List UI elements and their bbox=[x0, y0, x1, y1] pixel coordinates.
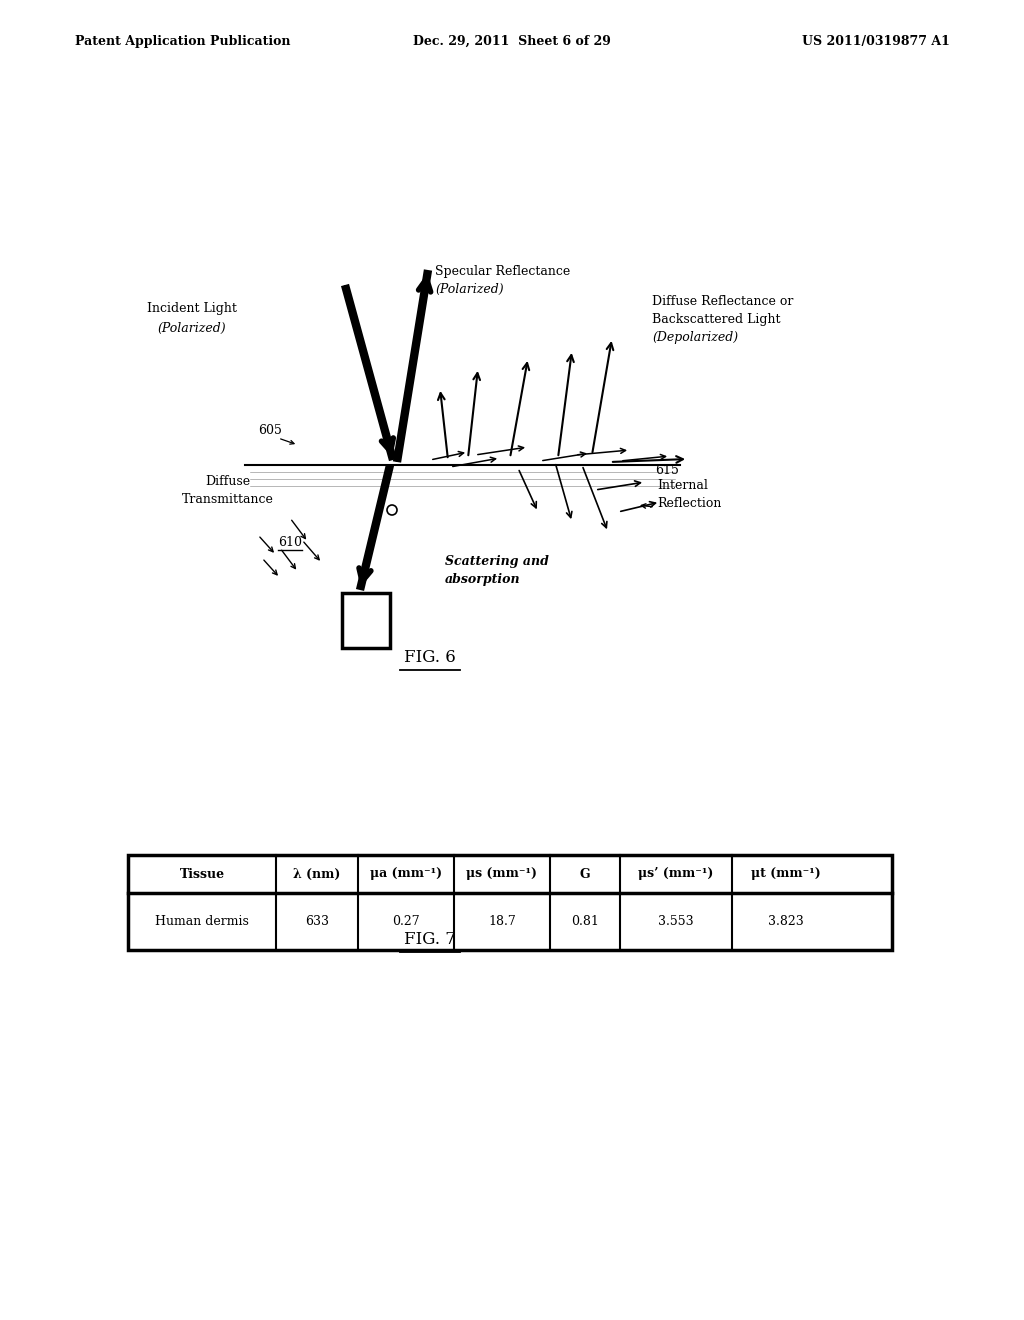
Text: (Polarized): (Polarized) bbox=[158, 322, 226, 335]
Text: US 2011/0319877 A1: US 2011/0319877 A1 bbox=[802, 36, 950, 48]
Text: 18.7: 18.7 bbox=[488, 915, 516, 928]
Bar bbox=[128, 855, 892, 950]
Text: μa (mm⁻¹): μa (mm⁻¹) bbox=[370, 867, 442, 880]
Text: 0.27: 0.27 bbox=[392, 915, 420, 928]
Text: 3.553: 3.553 bbox=[658, 915, 694, 928]
Text: G: G bbox=[580, 867, 590, 880]
Text: Human dermis: Human dermis bbox=[155, 915, 249, 928]
Text: μs (mm⁻¹): μs (mm⁻¹) bbox=[467, 867, 538, 880]
Text: Transmittance: Transmittance bbox=[182, 492, 274, 506]
Text: 3.823: 3.823 bbox=[768, 915, 804, 928]
Text: 610: 610 bbox=[278, 536, 302, 549]
Text: (Depolarized): (Depolarized) bbox=[652, 331, 738, 345]
Text: 633: 633 bbox=[305, 915, 329, 928]
Text: Dec. 29, 2011  Sheet 6 of 29: Dec. 29, 2011 Sheet 6 of 29 bbox=[413, 36, 611, 48]
Text: Tissue: Tissue bbox=[179, 867, 224, 880]
Text: absorption: absorption bbox=[445, 573, 520, 586]
Text: μt (mm⁻¹): μt (mm⁻¹) bbox=[752, 867, 821, 880]
Text: Diffuse Reflectance or: Diffuse Reflectance or bbox=[652, 294, 794, 308]
Text: FIG. 7: FIG. 7 bbox=[404, 932, 456, 949]
Text: 605: 605 bbox=[258, 424, 282, 437]
Bar bbox=[342, 593, 390, 648]
Text: Reflection: Reflection bbox=[657, 498, 721, 510]
Text: (Polarized): (Polarized) bbox=[435, 282, 504, 296]
Text: Backscattered Light: Backscattered Light bbox=[652, 313, 780, 326]
Text: Diffuse: Diffuse bbox=[206, 475, 251, 488]
Text: Internal: Internal bbox=[657, 479, 708, 492]
Text: 615: 615 bbox=[655, 463, 679, 477]
Text: Specular Reflectance: Specular Reflectance bbox=[435, 265, 570, 279]
Text: Incident Light: Incident Light bbox=[147, 302, 237, 315]
Text: FIG. 6: FIG. 6 bbox=[404, 649, 456, 667]
Text: λ (nm): λ (nm) bbox=[293, 867, 341, 880]
Text: Scattering and: Scattering and bbox=[445, 554, 549, 568]
Text: Patent Application Publication: Patent Application Publication bbox=[75, 36, 291, 48]
Text: 0.81: 0.81 bbox=[571, 915, 599, 928]
Text: μs’ (mm⁻¹): μs’ (mm⁻¹) bbox=[638, 867, 714, 880]
